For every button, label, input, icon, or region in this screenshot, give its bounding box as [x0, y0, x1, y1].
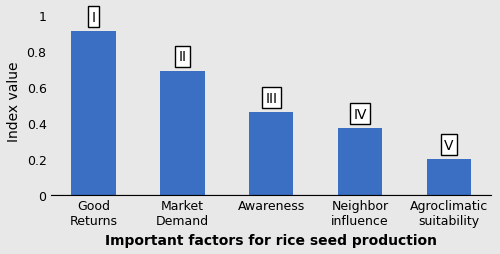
X-axis label: Important factors for rice seed production: Important factors for rice seed producti… [105, 233, 437, 247]
Text: III: III [265, 91, 277, 105]
Bar [426, 159, 471, 195]
Text: IV: IV [354, 107, 367, 121]
Y-axis label: Index value: Index value [7, 61, 21, 141]
Text: II: II [178, 50, 186, 64]
Bar [72, 32, 116, 195]
Bar [160, 71, 204, 195]
Text: I: I [92, 11, 96, 25]
Bar [249, 113, 294, 195]
Bar [338, 129, 382, 195]
Text: V: V [444, 138, 454, 152]
